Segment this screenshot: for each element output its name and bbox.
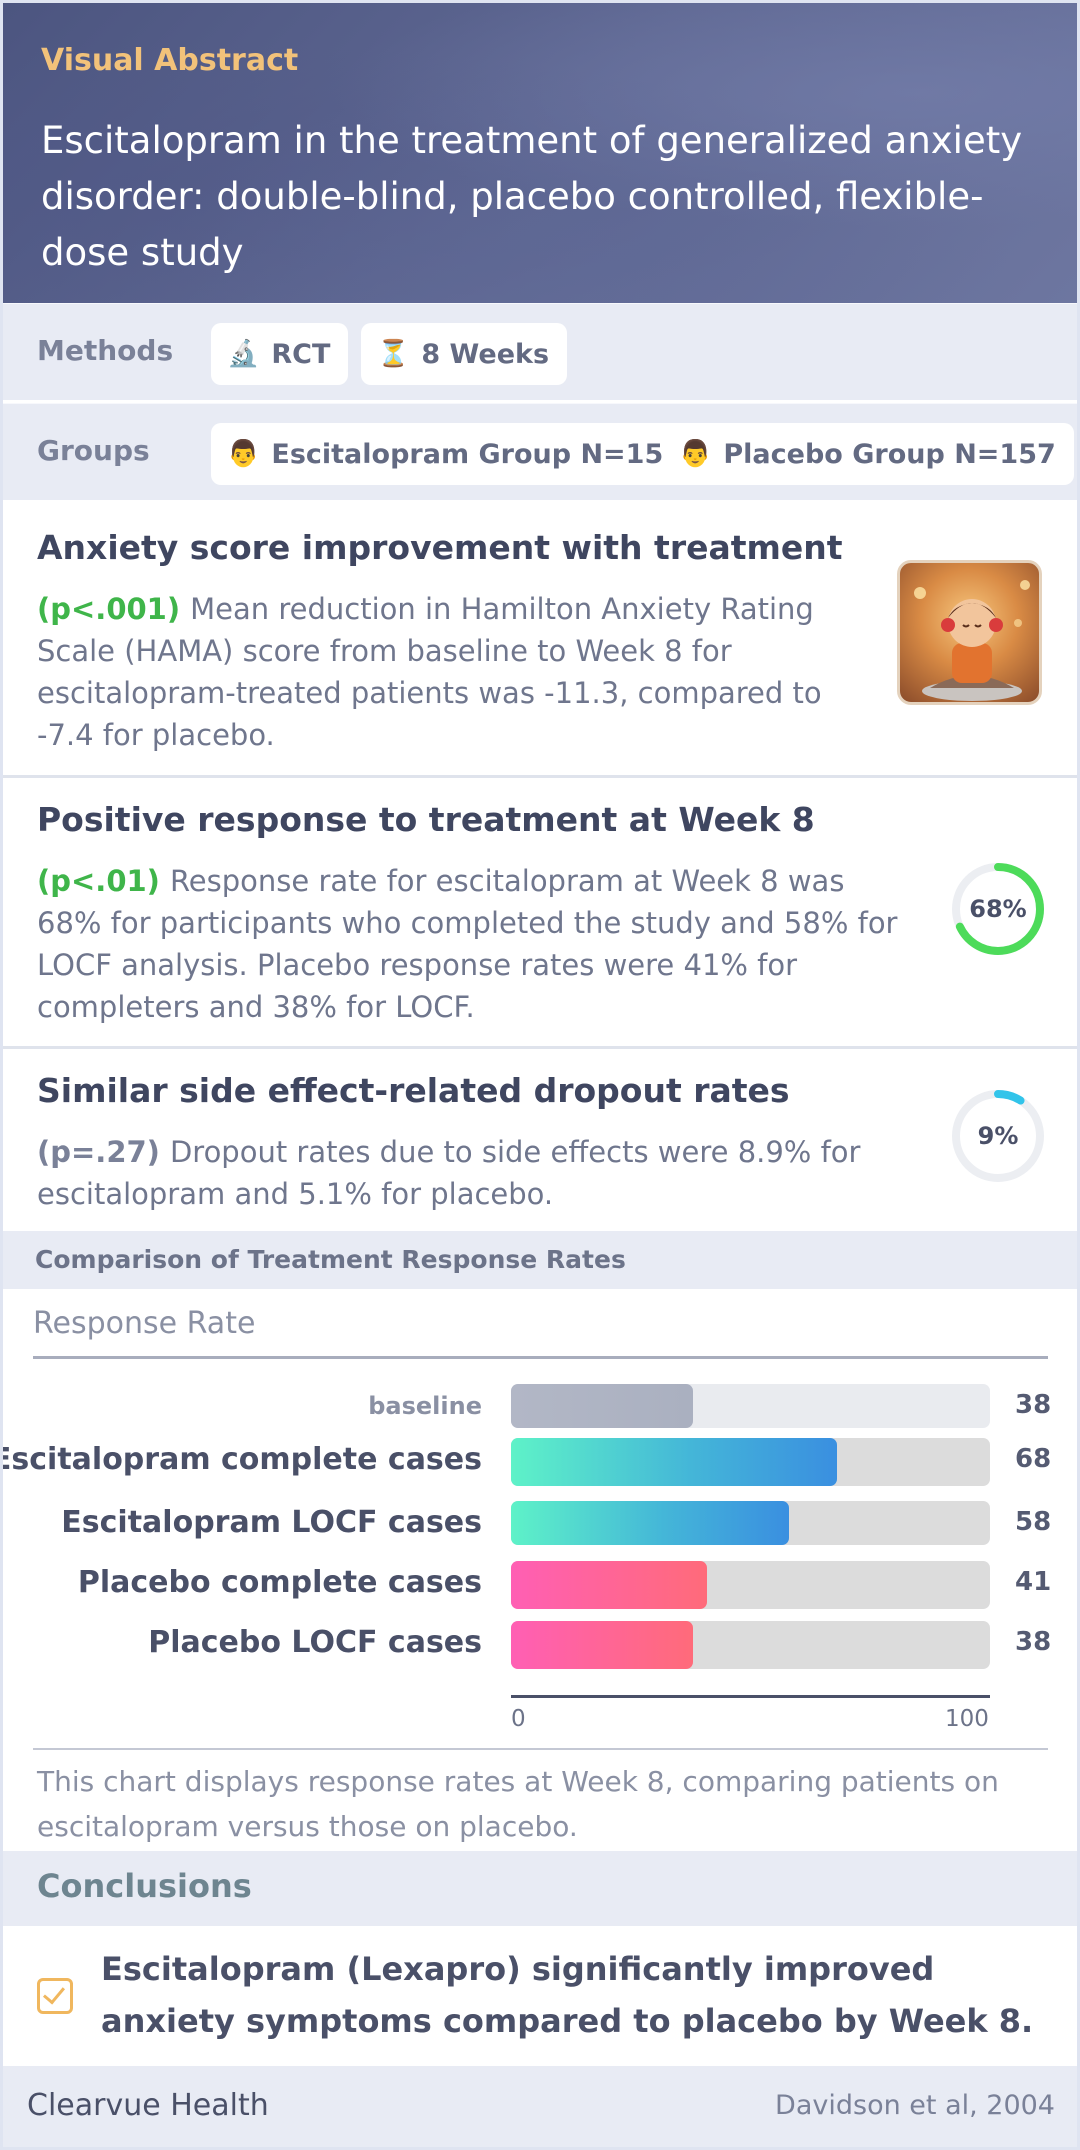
- finding-body: (p<.001) Mean reduction in Hamilton Anxie…: [37, 588, 837, 756]
- tag-duration: ⏳ 8 Weeks: [361, 323, 568, 385]
- bar-value-label: 38: [1015, 1627, 1052, 1657]
- bar-track: [511, 1438, 990, 1486]
- bar-track: [511, 1384, 990, 1428]
- x-axis-line: [511, 1695, 990, 1698]
- section-divider: [3, 775, 1077, 778]
- chart-title-rule: [33, 1356, 1048, 1359]
- person-icon: 👨: [679, 439, 712, 469]
- bar: [511, 1438, 837, 1486]
- conclusions-heading-bar: Conclusions: [3, 1851, 1077, 1926]
- methods-label: Methods: [37, 334, 174, 367]
- hourglass-icon: ⏳: [377, 339, 410, 369]
- bar-label: Placebo complete cases: [77, 1565, 482, 1600]
- chart-bottom-rule: [33, 1748, 1048, 1750]
- chart-caption: This chart displays response rates at We…: [37, 1765, 999, 1843]
- finding-title: Similar side effect-related dropout rate…: [37, 1071, 790, 1110]
- tag-text: 8 Weeks: [421, 338, 550, 370]
- groups-row: Groups 👨 Escitalopram Group N=158 👨 Plac…: [3, 403, 1077, 500]
- tag-text: Placebo Group N=157: [723, 438, 1056, 470]
- footer: Clearvue Health Davidson et al, 2004: [3, 2066, 1077, 2147]
- bar-value-label: 41: [1015, 1567, 1052, 1597]
- x-tick-min: 0: [511, 1706, 526, 1732]
- bar-label: Escitalopram complete cases: [0, 1442, 482, 1477]
- finding-body: (p=.27) Dropout rates due to side effects…: [37, 1131, 907, 1215]
- ring-progress-arc: [952, 1090, 1044, 1182]
- bar: [511, 1501, 789, 1545]
- methods-row: Methods 🔬 RCT ⏳ 8 Weeks: [3, 303, 1077, 400]
- ring-progress-arc: [952, 863, 1044, 955]
- chart-subtitle: Response Rate: [33, 1306, 256, 1341]
- bar-value-label: 38: [1015, 1390, 1052, 1420]
- dropout-rate-ring: 9%: [950, 1088, 1046, 1184]
- finding-body: (p<.01) Response rate for escitalopram at…: [37, 860, 907, 1028]
- finding-dropout: Similar side effect-related dropout rate…: [3, 1049, 1077, 1231]
- bar: [511, 1561, 708, 1609]
- tag-rct: 🔬 RCT: [211, 323, 349, 385]
- bar: [511, 1621, 694, 1669]
- ring-label: 68%: [969, 895, 1027, 923]
- finding-title: Anxiety score improvement with treatment: [37, 528, 843, 567]
- bar-label: Escitalopram LOCF cases: [61, 1505, 482, 1540]
- chart-section-heading: Comparison of Treatment Response Rates: [3, 1231, 1077, 1289]
- groups-label: Groups: [37, 434, 150, 467]
- tag-placebo-group: 👨 Placebo Group N=157: [663, 423, 1074, 485]
- finding-text: Mean reduction in Hamilton Anxiety Ratin…: [37, 592, 822, 752]
- chart-heading: Comparison of Treatment Response Rates: [35, 1245, 626, 1274]
- finding-text: Dropout rates due to side effects were 8…: [37, 1135, 861, 1211]
- finding-text: Response rate for escitalopram at Week 8…: [37, 864, 898, 1024]
- eyebrow-label: Visual Abstract: [41, 43, 299, 78]
- finding-anxiety-score: Anxiety score improvement with treatment…: [3, 500, 1077, 775]
- checkbox-icon: [37, 1978, 73, 2014]
- section-divider: [3, 1046, 1077, 1049]
- p-value: (p<.001): [37, 592, 181, 626]
- bar-value-label: 58: [1015, 1507, 1052, 1537]
- tag-text: RCT: [271, 338, 331, 370]
- tag-escitalopram-group: 👨 Escitalopram Group N=158: [211, 423, 701, 485]
- person-icon: 👨: [227, 439, 260, 469]
- bar-track: [511, 1621, 990, 1669]
- header-banner: Visual Abstract Escitalopram in the trea…: [3, 3, 1077, 303]
- finding-response: Positive response to treatment at Week 8…: [3, 778, 1077, 1046]
- brand-name: Clearvue Health: [27, 2088, 269, 2123]
- bar-label: Placebo LOCF cases: [148, 1625, 482, 1660]
- citation: Davidson et al, 2004: [775, 2090, 1055, 2121]
- microscope-icon: 🔬: [227, 339, 260, 369]
- bar-value-label: 68: [1015, 1444, 1052, 1474]
- finding-title: Positive response to treatment at Week 8: [37, 800, 815, 839]
- p-value: (p<.01): [37, 864, 160, 898]
- p-value: (p=.27): [37, 1135, 160, 1169]
- bar-track: [511, 1561, 990, 1609]
- bar: [511, 1384, 694, 1428]
- conclusion-text: Escitalopram (Lexapro) significantly imp…: [101, 1950, 1034, 2040]
- tag-text: Escitalopram Group N=158: [271, 438, 683, 470]
- bar-label: baseline: [368, 1392, 482, 1420]
- bar-track: [511, 1501, 990, 1545]
- response-rate-ring: 68%: [950, 861, 1046, 957]
- ring-label: 9%: [977, 1122, 1019, 1150]
- meditating-child-illustration: [897, 560, 1042, 705]
- study-title: Escitalopram in the treatment of general…: [41, 119, 1023, 274]
- conclusions-heading: Conclusions: [37, 1867, 252, 1905]
- x-tick-max: 100: [945, 1706, 989, 1732]
